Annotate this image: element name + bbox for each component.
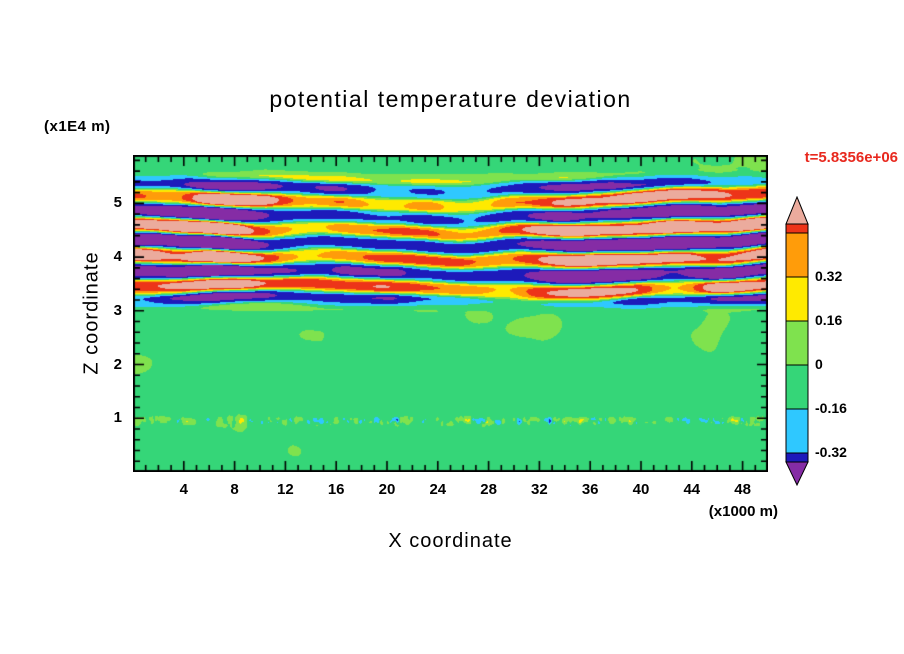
colorbar-label: 0.32 (815, 268, 843, 284)
x-tick-label: 24 (429, 481, 447, 498)
y-axis-unit-label: (x1E4 m) (44, 118, 111, 135)
x-axis-title: X coordinate (388, 530, 513, 552)
time-label: t=5.8356e+06 (804, 149, 898, 166)
y-tick-label: 2 (113, 355, 122, 373)
y-tick-label: 4 (113, 248, 122, 266)
x-tick-label: 44 (683, 481, 701, 498)
x-tick-labels: 4 8 12 16 20 24 28 32 36 40 44 48 (133, 481, 768, 501)
colorbar-segment (785, 223, 809, 234)
colorbar-segment (785, 232, 809, 278)
colorbar-label: 0 (815, 356, 823, 372)
x-tick-label: 48 (734, 481, 751, 498)
colorbar-segment (785, 276, 809, 322)
x-tick-label: 8 (230, 481, 239, 498)
y-tick-label: 3 (113, 301, 122, 319)
y-tick-label: 1 (113, 409, 122, 427)
x-tick-label: 40 (632, 481, 650, 498)
y-tick-labels: 1 2 3 4 5 (92, 155, 122, 472)
x-tick-label: 28 (480, 481, 497, 498)
x-tick-label: 12 (277, 481, 294, 498)
contour-plot-canvas (133, 155, 768, 472)
chart-title: potential temperature deviation (269, 86, 632, 112)
x-tick-label: 32 (531, 481, 548, 498)
colorbar-segment (785, 408, 809, 454)
y-tick-label: 5 (113, 194, 122, 212)
x-tick-label: 16 (327, 481, 345, 498)
colorbar-arrow-low (785, 461, 809, 486)
colorbar-label: 0.16 (815, 312, 843, 328)
x-tick-label: 36 (581, 481, 599, 498)
colorbar-label: -0.16 (815, 400, 847, 416)
colorbar-segment (785, 320, 809, 366)
x-tick-label: 20 (378, 481, 396, 498)
colorbar-segment (785, 452, 809, 463)
x-axis-unit-label: (x1000 m) (708, 503, 778, 520)
colorbar-arrow-high (785, 196, 809, 225)
colorbar (785, 196, 809, 486)
colorbar-labels: 0.32 0.16 0 -0.16 -0.32 (815, 196, 885, 486)
colorbar-segment (785, 364, 809, 410)
x-tick-label: 4 (179, 481, 188, 498)
colorbar-label: -0.32 (815, 444, 847, 460)
